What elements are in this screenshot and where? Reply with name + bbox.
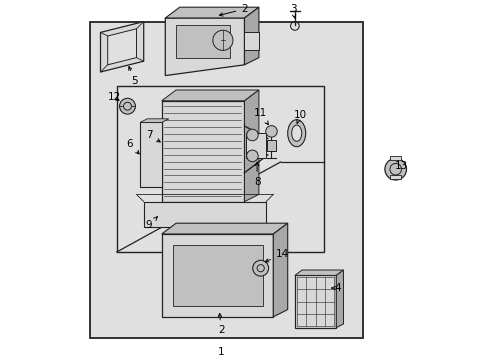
Bar bbox=[89, 22, 363, 338]
Circle shape bbox=[265, 126, 277, 137]
Text: 6: 6 bbox=[126, 139, 139, 154]
Polygon shape bbox=[336, 270, 343, 328]
Text: 2: 2 bbox=[217, 314, 224, 336]
Bar bbox=[172, 245, 262, 306]
Polygon shape bbox=[165, 7, 258, 18]
Polygon shape bbox=[143, 202, 265, 227]
Ellipse shape bbox=[287, 120, 305, 147]
Text: 1: 1 bbox=[217, 347, 224, 357]
Circle shape bbox=[384, 158, 406, 180]
Polygon shape bbox=[165, 18, 244, 76]
Polygon shape bbox=[244, 7, 258, 65]
Polygon shape bbox=[117, 86, 323, 252]
Text: 5: 5 bbox=[128, 67, 138, 86]
Circle shape bbox=[212, 30, 232, 50]
Bar bbox=[176, 25, 230, 58]
Polygon shape bbox=[162, 234, 273, 317]
Bar bbox=[389, 175, 400, 179]
Text: 11: 11 bbox=[254, 108, 268, 125]
Circle shape bbox=[246, 129, 258, 141]
Polygon shape bbox=[294, 270, 343, 275]
Text: 7: 7 bbox=[145, 130, 160, 142]
Text: 12: 12 bbox=[107, 92, 121, 102]
Text: 14: 14 bbox=[264, 249, 288, 262]
Bar bbox=[140, 122, 162, 187]
Text: 13: 13 bbox=[394, 161, 407, 171]
Polygon shape bbox=[162, 90, 258, 101]
Polygon shape bbox=[101, 22, 143, 72]
Circle shape bbox=[246, 150, 258, 162]
Bar bbox=[294, 275, 336, 328]
Text: 8: 8 bbox=[253, 162, 260, 187]
Polygon shape bbox=[162, 223, 287, 234]
Polygon shape bbox=[273, 223, 287, 317]
Circle shape bbox=[252, 260, 268, 276]
Polygon shape bbox=[140, 119, 168, 122]
Text: 9: 9 bbox=[145, 217, 157, 230]
Bar bbox=[246, 133, 265, 158]
Polygon shape bbox=[107, 29, 136, 65]
Bar bbox=[266, 140, 276, 151]
Circle shape bbox=[120, 98, 135, 114]
Bar bbox=[244, 32, 258, 50]
Polygon shape bbox=[244, 90, 258, 202]
Ellipse shape bbox=[291, 125, 301, 141]
Text: 2: 2 bbox=[219, 4, 247, 16]
Text: 4: 4 bbox=[331, 283, 341, 293]
Bar bbox=[389, 156, 400, 160]
Text: 10: 10 bbox=[293, 110, 306, 123]
Text: 3: 3 bbox=[289, 4, 296, 18]
Bar bbox=[162, 101, 244, 202]
